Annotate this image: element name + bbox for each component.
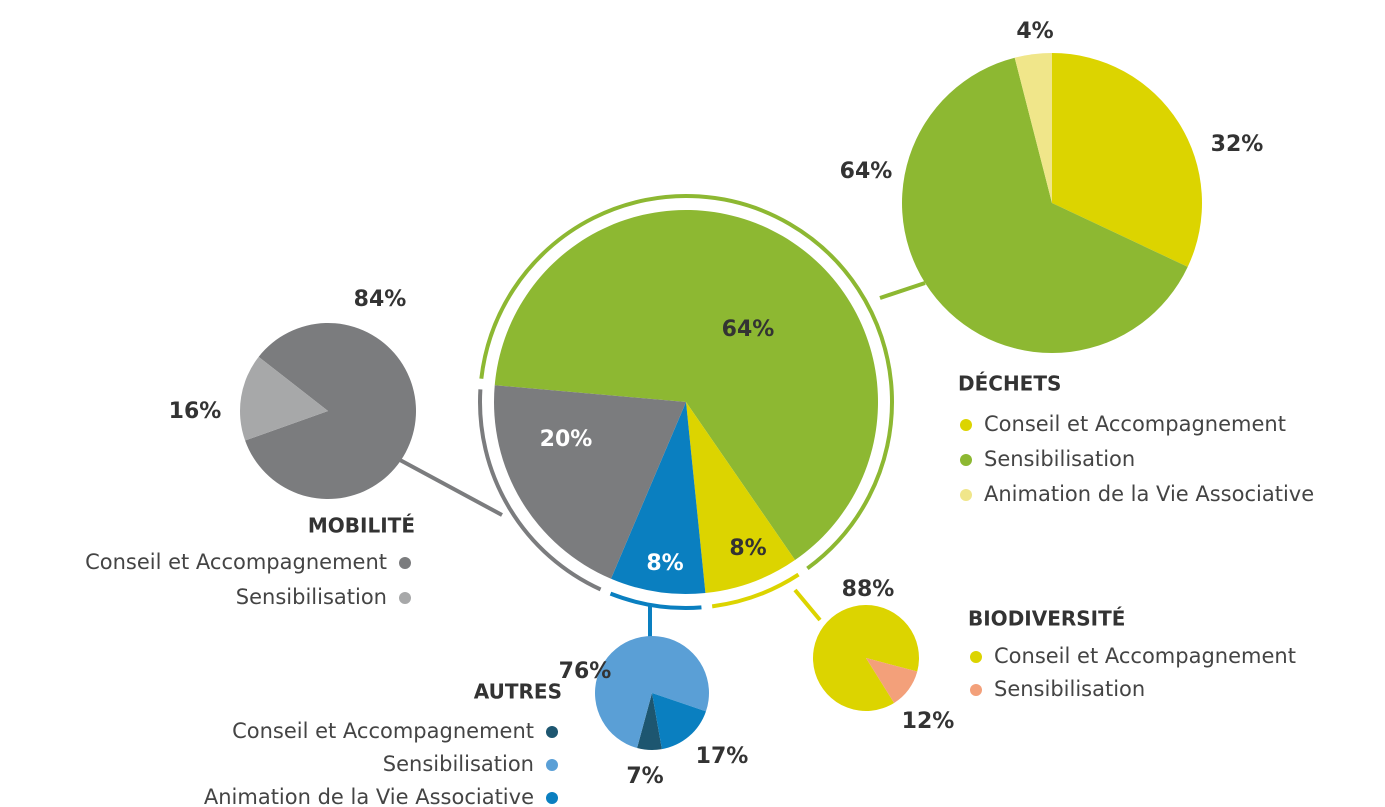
legend-title: DÉCHETS [958,372,1061,396]
legend-swatch [960,419,972,431]
data-label: 16% [169,399,222,424]
data-label: 76% [559,659,612,684]
legend-swatch [970,651,982,663]
legend-swatch [970,684,982,696]
data-label: 8% [646,551,683,576]
ring-arc [609,591,702,610]
legend-label: Sensibilisation [236,585,387,609]
legend-swatch [546,759,558,771]
pie-slice [494,385,686,579]
data-label: 20% [540,427,593,452]
data-label: 84% [354,287,407,312]
legend-swatch [399,557,411,569]
data-label: 32% [1211,132,1264,157]
legend-label: Conseil et Accompagnement [232,719,534,743]
pie-slice [610,402,706,594]
ring-arc [479,194,894,571]
legend-swatch [399,592,411,604]
pie-slice [240,356,328,441]
ring-arc [711,572,800,609]
legend-swatch [960,489,972,501]
data-label: 7% [626,764,663,789]
legend-label: Animation de la Vie Associative [984,482,1314,506]
legend-title: MOBILITÉ [308,514,415,538]
connectors [399,281,926,642]
legend-swatch [546,792,558,804]
data-label: 8% [729,536,766,561]
pie-slice [1052,53,1202,267]
pie-slice [902,57,1188,353]
data-label: 64% [722,317,775,342]
connector [399,458,503,517]
data-label: 88% [842,577,895,602]
legend-label: Sensibilisation [994,677,1145,701]
legend-swatch [546,726,558,738]
pie-slice [1014,53,1052,203]
pie-slice [245,322,416,500]
legend-label: Conseil et Accompagnement [994,644,1296,668]
data-label: 4% [1016,19,1053,44]
legend-title: AUTRES [474,680,562,704]
pie-slice [866,658,918,703]
pie-slice [652,693,706,750]
pie-slice [686,402,796,594]
data-label: 12% [902,709,955,734]
legend-label: Conseil et Accompagnement [85,550,387,574]
connector [879,281,926,300]
pie-slice [637,693,662,750]
data-label: 17% [696,744,749,769]
legend-label: Animation de la Vie Associative [204,785,534,807]
pie-slice [594,636,709,749]
legend-label: Sensibilisation [984,447,1135,471]
legend-label: Conseil et Accompagnement [984,412,1286,436]
connector [793,588,822,622]
legend-label: Sensibilisation [383,752,534,776]
legend-title: BIODIVERSITÉ [968,607,1125,631]
pie-slice [812,604,920,711]
pie-slice [494,209,878,561]
ring-arc [478,389,602,592]
data-label: 64% [840,159,893,184]
legend-swatch [960,454,972,466]
